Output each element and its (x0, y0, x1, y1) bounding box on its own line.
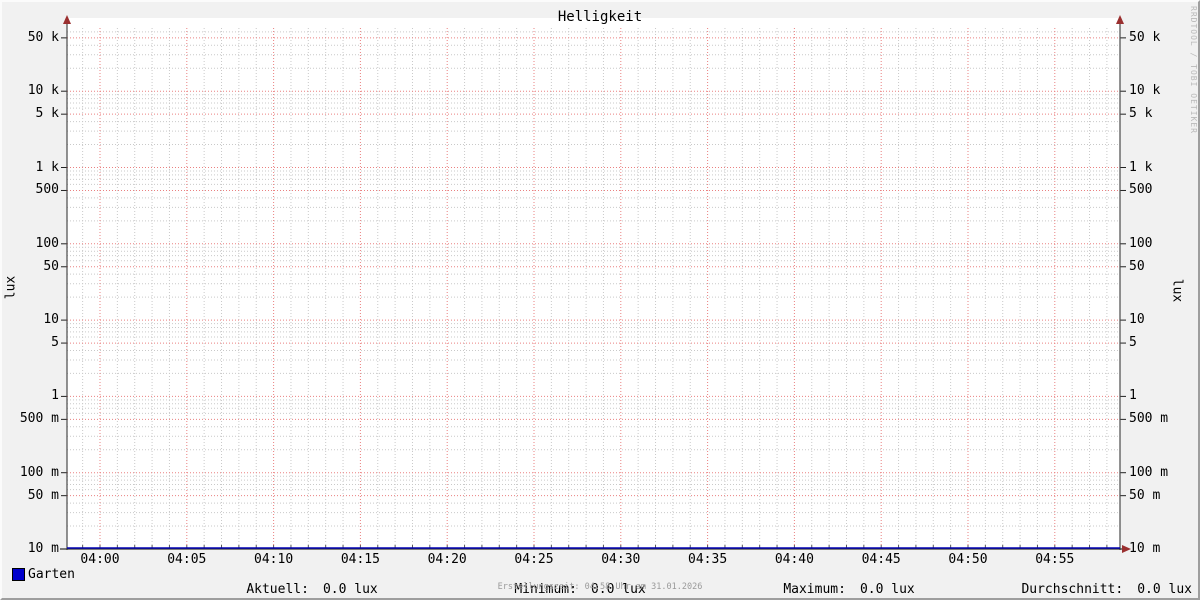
legend-color-swatch (12, 568, 25, 581)
stat-aktuell-value: 0.0 lux (322, 582, 378, 597)
x-axis-tick-label: 04:10 (254, 552, 294, 567)
x-axis-tick-label: 04:55 (1035, 552, 1075, 567)
stat-minimum-value: 0.0 lux (590, 582, 646, 597)
y-axis-tick-label: 100 (1129, 235, 1153, 251)
plot-canvas (67, 18, 1120, 549)
y-axis-tick-label: 1 (1129, 388, 1137, 404)
stat-aktuell-label: Aktuell: (246, 582, 309, 597)
y-axis-tick-label: 5 (1129, 335, 1137, 351)
x-axis-tick-label: 04:25 (514, 552, 554, 567)
y-axis-unit-right: lux (1169, 278, 1185, 303)
y-axis-tick-label: 500 m (1129, 411, 1169, 427)
x-axis-arrow (1122, 545, 1131, 553)
stat-durchschnitt-label: Durchschnitt: (1021, 582, 1124, 597)
x-axis-tick-label: 04:40 (774, 552, 814, 567)
stat-aktuell: Aktuell: 0.0 lux (215, 567, 378, 600)
stat-maximum-value: 0.0 lux (859, 582, 915, 597)
x-axis-tick-label: 04:20 (427, 552, 467, 567)
y-axis-tick-label: 1 (51, 388, 59, 404)
x-axis-tick-label: 04:15 (340, 552, 380, 567)
stat-durchschnitt-value: 0.0 lux (1137, 582, 1192, 597)
y-axis-tick-label: 5 k (1129, 106, 1153, 122)
x-axis-tick-label: 04:05 (167, 552, 207, 567)
y-axis-tick-label: 5 k (35, 106, 59, 122)
y-axis-tick-label: 500 m (19, 411, 59, 427)
y-axis-tick-label: 500 (35, 182, 59, 198)
stat-minimum-label: Minimum: (514, 582, 577, 597)
y-axis-tick-label: 500 (1129, 182, 1153, 198)
y-axis-tick-label: 10 k (1129, 83, 1161, 99)
y-axis-tick-label: 50 m (1129, 487, 1161, 503)
creation-timestamp: Erstellungszeit: 04:58 Uhr am 31.01.2026 (497, 582, 703, 592)
stat-minimum: Minimum: 0.0 lux (483, 567, 646, 600)
chart-title: Helligkeit (557, 9, 643, 25)
stat-maximum-label: Maximum: (783, 582, 846, 597)
y-axis-tick-label: 50 k (1129, 29, 1161, 45)
x-axis-tick-label: 04:30 (601, 552, 641, 567)
y-axis-tick-label: 1 k (1129, 159, 1153, 175)
legend-series-label: Garten (28, 567, 75, 582)
y-axis-tick-label: 10 (43, 312, 59, 328)
y-axis-tick-label: 10 k (27, 83, 59, 99)
y-axis-tick-label: 100 (35, 235, 59, 251)
y-axis-tick-label: 50 (1129, 258, 1145, 274)
y-axis-tick-label: 10 m (1129, 541, 1161, 556)
x-axis-tick-label: 04:50 (948, 552, 988, 567)
x-axis-tick-label: 04:35 (688, 552, 728, 567)
x-axis-tick-label: 04:45 (861, 552, 901, 567)
y-axis-tick-label: 10 (1129, 312, 1145, 328)
y-axis-tick-label: 1 k (35, 159, 59, 175)
x-axis-tick-label: 04:00 (80, 552, 120, 567)
y-axis-tick-label: 100 m (1129, 464, 1169, 480)
y-axis-arrow-right (1116, 15, 1124, 24)
y-axis-tick-label: 50 k (27, 29, 59, 45)
y-axis-arrow-left (63, 15, 71, 24)
y-axis-tick-label: 5 (51, 335, 59, 351)
rrdtool-watermark: RRDTOOL / TOBI OETIKER (1189, 6, 1198, 134)
y-axis-tick-label: 50 (43, 258, 59, 274)
y-axis-tick-label: 10 m (27, 541, 59, 556)
y-axis-tick-label: 100 m (19, 464, 59, 480)
stat-maximum: Maximum: 0.0 lux (752, 567, 915, 600)
stat-durchschnitt: Durchschnitt: 0.0 lux (990, 567, 1192, 600)
y-axis-tick-label: 50 m (27, 487, 59, 503)
